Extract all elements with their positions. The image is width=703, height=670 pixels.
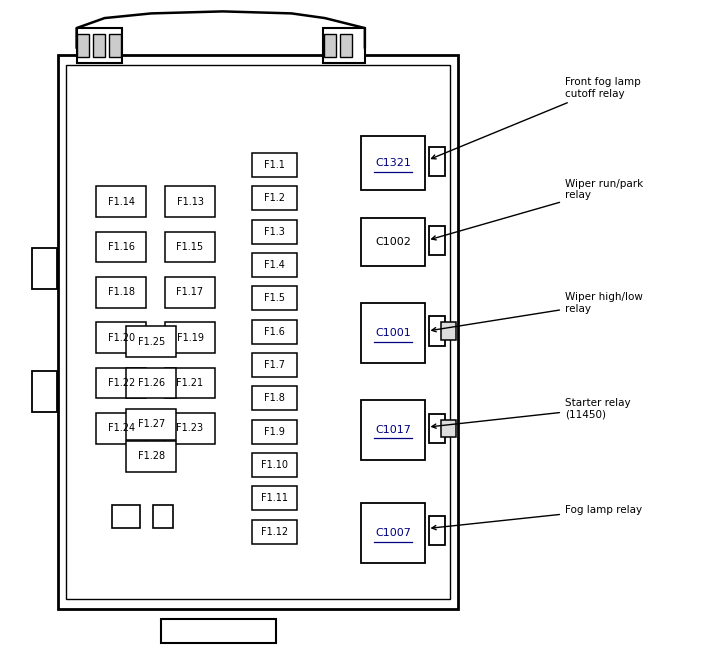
FancyBboxPatch shape — [441, 322, 456, 340]
Text: C1007: C1007 — [375, 528, 411, 538]
FancyBboxPatch shape — [324, 34, 336, 57]
FancyBboxPatch shape — [165, 232, 215, 262]
FancyBboxPatch shape — [96, 277, 146, 308]
Text: F1.5: F1.5 — [264, 293, 285, 304]
FancyBboxPatch shape — [77, 34, 89, 57]
FancyBboxPatch shape — [127, 368, 176, 399]
FancyBboxPatch shape — [165, 186, 215, 217]
Text: F1.13: F1.13 — [176, 196, 204, 206]
FancyBboxPatch shape — [58, 55, 458, 608]
FancyBboxPatch shape — [252, 486, 297, 511]
Text: F1.27: F1.27 — [138, 419, 165, 429]
FancyBboxPatch shape — [96, 413, 146, 444]
FancyBboxPatch shape — [252, 419, 297, 444]
FancyBboxPatch shape — [96, 322, 146, 353]
Text: F1.15: F1.15 — [176, 242, 204, 252]
Text: Wiper high/low
relay: Wiper high/low relay — [432, 292, 643, 332]
Text: F1.12: F1.12 — [262, 527, 288, 537]
Text: Fog lamp relay: Fog lamp relay — [432, 505, 642, 530]
FancyBboxPatch shape — [109, 34, 122, 57]
Text: F1.20: F1.20 — [108, 333, 135, 342]
FancyBboxPatch shape — [252, 453, 297, 477]
Text: F1.2: F1.2 — [264, 193, 285, 203]
Text: F1.25: F1.25 — [138, 336, 165, 346]
Text: Wiper run/park
relay: Wiper run/park relay — [432, 179, 643, 240]
FancyBboxPatch shape — [112, 505, 140, 528]
FancyBboxPatch shape — [252, 220, 297, 244]
FancyBboxPatch shape — [252, 520, 297, 544]
Text: F1.4: F1.4 — [264, 260, 285, 270]
Text: F1.9: F1.9 — [264, 427, 285, 437]
Text: C1321: C1321 — [375, 158, 411, 168]
FancyBboxPatch shape — [252, 186, 297, 210]
Text: C1017: C1017 — [375, 425, 411, 435]
FancyBboxPatch shape — [252, 253, 297, 277]
Text: F1.26: F1.26 — [138, 378, 165, 388]
Text: F1.28: F1.28 — [138, 452, 165, 462]
FancyBboxPatch shape — [153, 505, 174, 528]
Text: C1001: C1001 — [375, 328, 411, 338]
Text: C1002: C1002 — [375, 237, 411, 247]
FancyBboxPatch shape — [429, 316, 445, 346]
FancyBboxPatch shape — [165, 277, 215, 308]
FancyBboxPatch shape — [165, 368, 215, 399]
Text: F1.16: F1.16 — [108, 242, 135, 252]
FancyBboxPatch shape — [252, 286, 297, 310]
Text: F1.3: F1.3 — [264, 226, 285, 237]
FancyBboxPatch shape — [361, 218, 425, 265]
Text: F1.21: F1.21 — [176, 378, 204, 388]
Text: F1.22: F1.22 — [108, 378, 135, 388]
Text: F1.19: F1.19 — [176, 333, 204, 342]
Text: F1.10: F1.10 — [262, 460, 288, 470]
FancyBboxPatch shape — [252, 353, 297, 377]
Text: F1.6: F1.6 — [264, 327, 285, 336]
FancyBboxPatch shape — [93, 34, 105, 57]
FancyBboxPatch shape — [32, 248, 57, 289]
Text: F1.14: F1.14 — [108, 196, 135, 206]
Text: F1.17: F1.17 — [176, 287, 204, 297]
Text: F1.8: F1.8 — [264, 393, 285, 403]
FancyBboxPatch shape — [165, 413, 215, 444]
FancyBboxPatch shape — [96, 186, 146, 217]
FancyBboxPatch shape — [441, 419, 456, 437]
Text: Starter relay
(11450): Starter relay (11450) — [432, 397, 631, 428]
FancyBboxPatch shape — [96, 368, 146, 399]
Text: F1.18: F1.18 — [108, 287, 135, 297]
Text: F1.7: F1.7 — [264, 360, 285, 370]
Text: F1.23: F1.23 — [176, 423, 204, 433]
FancyBboxPatch shape — [252, 153, 297, 177]
FancyBboxPatch shape — [323, 28, 365, 63]
Text: F1.11: F1.11 — [262, 494, 288, 503]
FancyBboxPatch shape — [361, 400, 425, 460]
Text: Front fog lamp
cutoff relay: Front fog lamp cutoff relay — [432, 77, 640, 159]
FancyBboxPatch shape — [429, 226, 445, 255]
FancyBboxPatch shape — [429, 147, 445, 176]
FancyBboxPatch shape — [127, 326, 176, 357]
FancyBboxPatch shape — [77, 28, 122, 63]
FancyBboxPatch shape — [96, 232, 146, 262]
FancyBboxPatch shape — [361, 503, 425, 563]
FancyBboxPatch shape — [162, 619, 276, 643]
FancyBboxPatch shape — [361, 135, 425, 190]
FancyBboxPatch shape — [127, 441, 176, 472]
FancyBboxPatch shape — [252, 387, 297, 411]
FancyBboxPatch shape — [361, 303, 425, 363]
FancyBboxPatch shape — [252, 320, 297, 344]
FancyBboxPatch shape — [429, 516, 445, 545]
Text: F1.1: F1.1 — [264, 160, 285, 170]
FancyBboxPatch shape — [340, 34, 352, 57]
FancyBboxPatch shape — [429, 414, 445, 443]
FancyBboxPatch shape — [127, 409, 176, 440]
FancyBboxPatch shape — [165, 322, 215, 353]
FancyBboxPatch shape — [32, 371, 57, 413]
Text: F1.24: F1.24 — [108, 423, 135, 433]
